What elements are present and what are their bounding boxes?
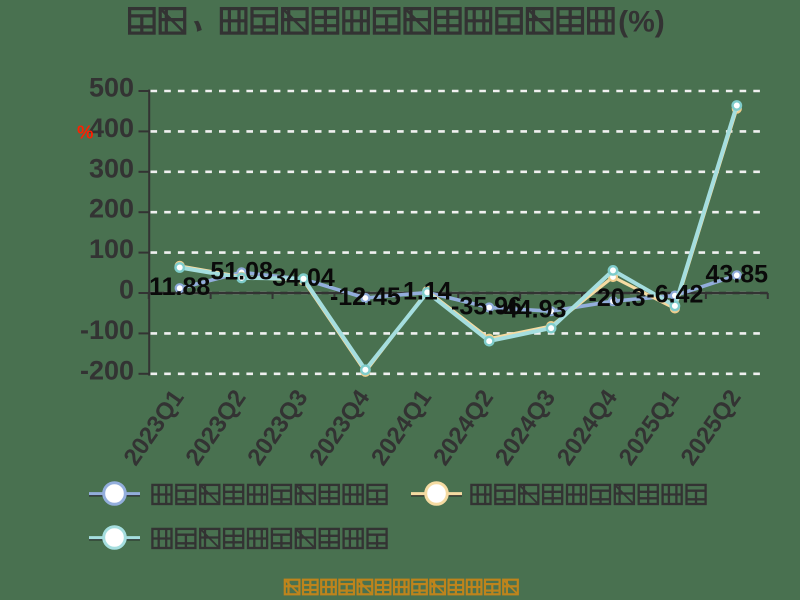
svg-text:51.08: 51.08 xyxy=(210,257,273,285)
svg-text:34.04: 34.04 xyxy=(272,264,335,292)
svg-text:0: 0 xyxy=(119,275,134,305)
svg-text:-44.93: -44.93 xyxy=(496,296,567,324)
svg-text:-100: -100 xyxy=(80,315,134,345)
svg-text:100: 100 xyxy=(89,234,134,264)
svg-text:-6.42: -6.42 xyxy=(646,281,703,309)
svg-text:200: 200 xyxy=(89,194,134,224)
svg-text:-200: -200 xyxy=(80,355,134,385)
svg-text:(%): (%) xyxy=(618,5,665,38)
svg-text:-20.3: -20.3 xyxy=(589,284,646,312)
svg-text:500: 500 xyxy=(89,73,134,103)
svg-text:1.14: 1.14 xyxy=(403,278,452,306)
svg-text:400: 400 xyxy=(89,113,134,143)
svg-text:43.85: 43.85 xyxy=(706,260,769,288)
svg-text:300: 300 xyxy=(89,153,134,183)
svg-text:11.88: 11.88 xyxy=(149,273,210,301)
svg-text:-12.45: -12.45 xyxy=(330,283,401,311)
svg-text:%: % xyxy=(77,122,93,143)
svg-text:-35.96: -35.96 xyxy=(451,293,522,321)
